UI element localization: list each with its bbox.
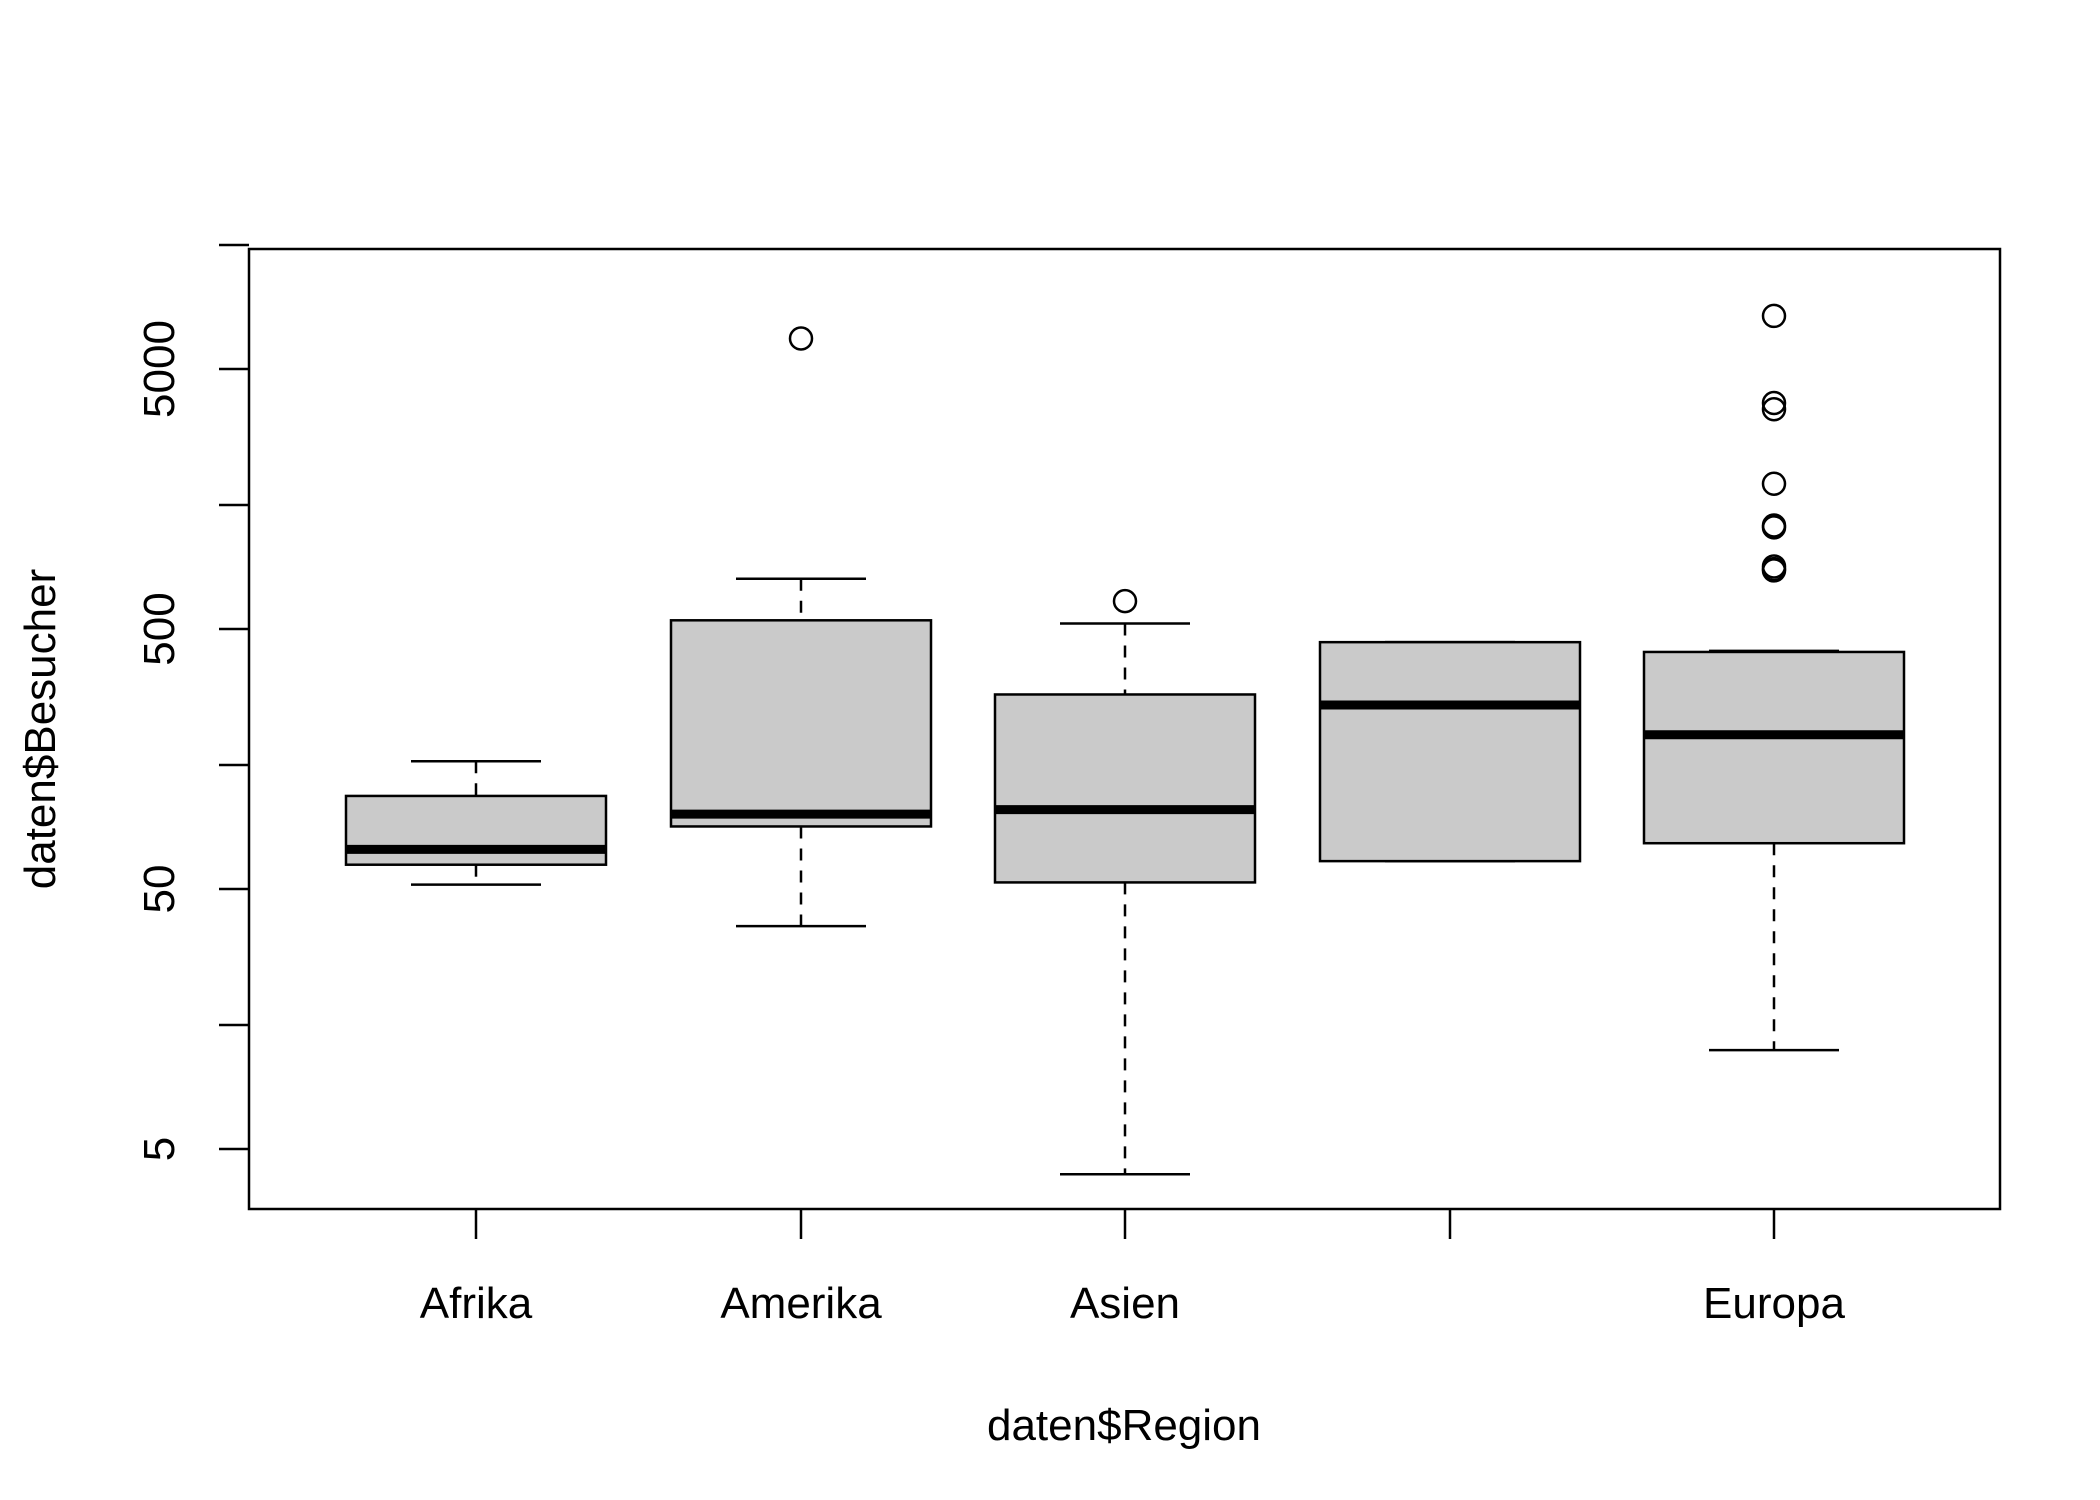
y-axis-title: daten$Besucher — [16, 569, 65, 889]
box-iqr — [993, 693, 1257, 884]
x-tick-label: Europa — [1703, 1279, 1845, 1328]
outlier-point — [788, 326, 814, 351]
box-iqr — [669, 619, 933, 828]
boxes — [344, 303, 1906, 1176]
outlier-point — [1761, 303, 1787, 329]
y-tick-labels: 5 50 500 5000 — [135, 320, 184, 1161]
box-group — [1642, 303, 1906, 1052]
box-group — [669, 326, 933, 928]
outlier-point — [1761, 515, 1787, 540]
x-axis-title: daten$Region — [987, 1401, 1261, 1450]
box-group — [993, 588, 1257, 1176]
box-group — [1318, 640, 1582, 863]
box-group — [344, 759, 608, 886]
y-axis — [219, 243, 249, 1151]
plot-frame — [247, 247, 2002, 1211]
x-axis — [474, 1209, 1776, 1239]
x-tick-label: Afrika — [420, 1279, 533, 1328]
y-tick-label: 5000 — [135, 320, 184, 418]
box-iqr — [344, 794, 608, 866]
x-tick-labels: Afrika Amerika Asien Europa — [420, 1279, 1846, 1328]
outlier-point — [1761, 471, 1787, 496]
y-tick-label: 5 — [135, 1137, 184, 1161]
y-tick-label: 500 — [135, 592, 184, 665]
box-iqr — [1318, 640, 1582, 863]
outlier-point — [1761, 390, 1787, 416]
x-tick-label: Asien — [1070, 1279, 1180, 1328]
box-iqr — [1642, 650, 1906, 845]
outlier-point — [1112, 588, 1138, 614]
x-tick-label: Amerika — [720, 1279, 882, 1328]
y-tick-label: 50 — [135, 865, 184, 914]
outlier-point — [1761, 397, 1787, 422]
outlier-point — [1761, 558, 1787, 583]
